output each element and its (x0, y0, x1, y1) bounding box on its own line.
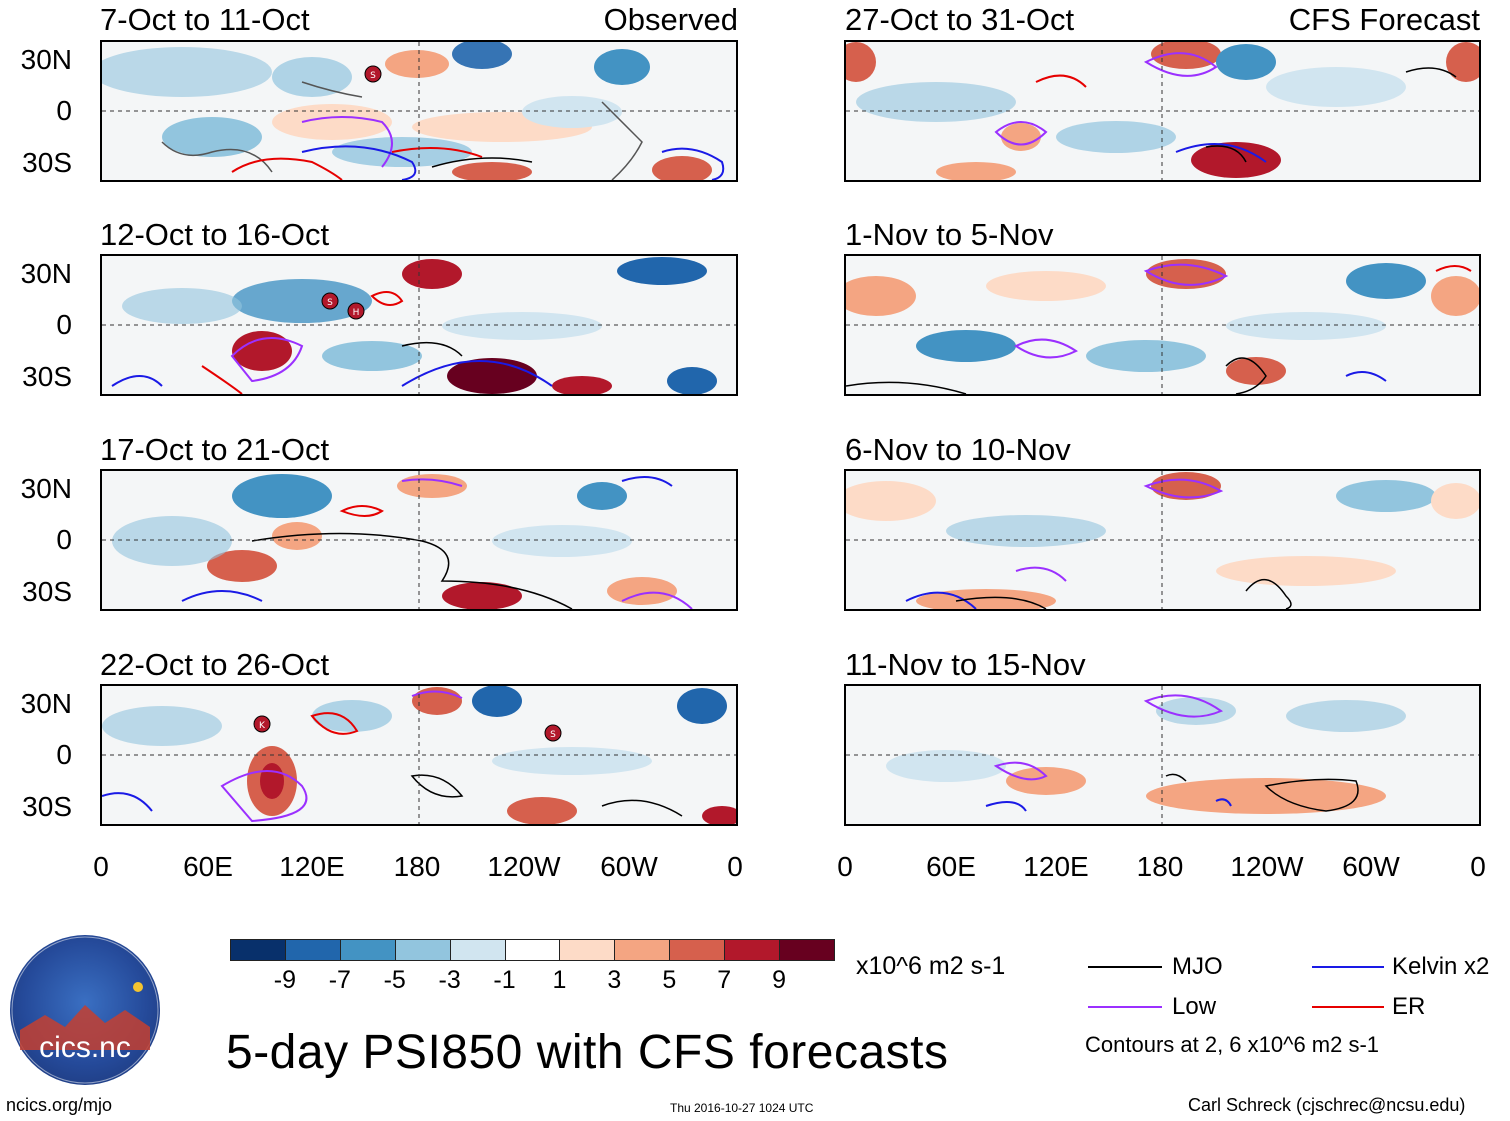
lat-label: 0 (56, 95, 72, 126)
lon-label: 60W (600, 851, 658, 882)
colorbar-swatch (559, 939, 616, 961)
colorbar-tick-label: -7 (328, 966, 351, 994)
colorbar-swatch (449, 939, 506, 961)
map-panel (844, 40, 1481, 182)
lon-label: 0 (727, 851, 743, 882)
colorbar-tick-label: 3 (607, 966, 622, 994)
lat-label: 0 (56, 739, 72, 770)
panel-title: 1-Nov to 5-Nov (845, 217, 1054, 252)
globe-icon (11, 936, 159, 1084)
colorbar-tick-label: 7 (717, 966, 732, 994)
lat-label: 0 (56, 524, 72, 555)
panel-title: 7-Oct to 11-Oct (100, 2, 310, 37)
lon-label: 0 (1470, 851, 1486, 882)
colorbar-swatch (339, 939, 396, 961)
storm-marker-label: K (259, 721, 266, 731)
colorbar-swatch (779, 939, 835, 961)
map-panel (100, 469, 738, 611)
panel-tag-forecast: CFS Forecast (1288, 2, 1480, 37)
lon-label: 60E (926, 851, 976, 882)
legend-label-er: ER (1392, 993, 1426, 1020)
lon-label: 120E (1023, 851, 1089, 882)
map-panel (844, 254, 1481, 396)
storm-marker-label: S (550, 730, 556, 740)
contours-note: Contours at 2, 6 x10^6 m2 s-1 (1085, 1032, 1380, 1057)
legend-swatch-low (1088, 1006, 1162, 1008)
cics-logo: Cooperative Institute for Climate and Sa… (10, 935, 160, 1085)
lat-label: 30S (22, 576, 72, 607)
lat-label: 30S (22, 147, 72, 178)
storm-marker-label: S (370, 71, 376, 81)
lat-label: 30S (22, 361, 72, 392)
lon-label: 120W (487, 851, 561, 882)
lat-label: 30N (20, 688, 72, 719)
panel-title: 12-Oct to 16-Oct (100, 217, 330, 252)
footer-timestamp: Thu 2016-10-27 1024 UTC (670, 1101, 814, 1115)
main-title: 5-day PSI850 with CFS forecasts (226, 1026, 949, 1079)
colorbar-tick-label: 1 (552, 966, 567, 994)
colorbar-tick-label: -9 (273, 966, 297, 994)
storm-marker-icon: S (321, 292, 339, 310)
colorbar-tick-label: -5 (383, 966, 406, 994)
lon-label: 60E (183, 851, 233, 882)
colorbar-swatch (504, 939, 561, 961)
panel-title: 17-Oct to 21-Oct (100, 432, 330, 467)
colorbar-swatch (724, 939, 781, 961)
legend-label-kelvin: Kelvin x2 (1392, 953, 1490, 980)
lat-label: 30N (20, 258, 72, 289)
panel-title: 22-Oct to 26-Oct (100, 647, 330, 682)
footer-url[interactable]: ncics.org/mjo (6, 1095, 113, 1115)
colorbar-tick-label: -3 (438, 966, 461, 994)
lat-label: 30N (20, 473, 72, 504)
lon-label: 0 (93, 851, 109, 882)
legend-swatch-er (1312, 1006, 1384, 1008)
panel-tag-observed: Observed (603, 2, 738, 37)
storm-marker-icon: S (544, 724, 562, 742)
colorbar-tick-label: -1 (493, 966, 516, 994)
map-panel (100, 40, 738, 182)
lat-label: 30S (22, 791, 72, 822)
colorbar-swatch (669, 939, 726, 961)
storm-marker-icon: S (364, 65, 382, 83)
map-panel (100, 254, 738, 396)
panel-title: 6-Nov to 10-Nov (845, 432, 1071, 467)
map-panel (844, 469, 1481, 611)
storm-marker-label: H (353, 308, 360, 318)
colorbar-swatch (230, 939, 286, 961)
lon-label: 120W (1230, 851, 1304, 882)
legend-label-mjo: MJO (1172, 953, 1223, 980)
lat-label: 30N (20, 44, 72, 75)
storm-marker-label: S (327, 298, 333, 308)
colorbar-swatch (394, 939, 451, 961)
panel-title: 27-Oct to 31-Oct (845, 2, 1075, 37)
colorbar-tick-label: 5 (662, 966, 677, 994)
lon-label: 180 (393, 851, 441, 882)
legend-swatch-mjo (1088, 966, 1162, 968)
colorbar-units: x10^6 m2 s-1 (856, 952, 1006, 980)
lon-label: 60W (1342, 851, 1400, 882)
logo-text: cics.nc (39, 1031, 131, 1064)
lat-label: 0 (56, 309, 72, 340)
map-panel (844, 684, 1481, 826)
footer-author: Carl Schreck (cjschrec@ncsu.edu) (1188, 1095, 1466, 1115)
colorbar-tick-label: 9 (772, 966, 787, 994)
lon-label: 0 (837, 851, 853, 882)
map-panel (100, 684, 738, 826)
storm-marker-icon: K (253, 715, 271, 733)
lon-label: 120E (279, 851, 345, 882)
legend-swatch-kelvin (1312, 966, 1384, 968)
lon-label: 180 (1136, 851, 1184, 882)
storm-marker-icon: H (347, 302, 365, 320)
colorbar-swatch (614, 939, 671, 961)
legend-label-low: Low (1172, 993, 1217, 1020)
colorbar-swatch (284, 939, 341, 961)
panel-title: 11-Nov to 15-Nov (845, 647, 1086, 682)
